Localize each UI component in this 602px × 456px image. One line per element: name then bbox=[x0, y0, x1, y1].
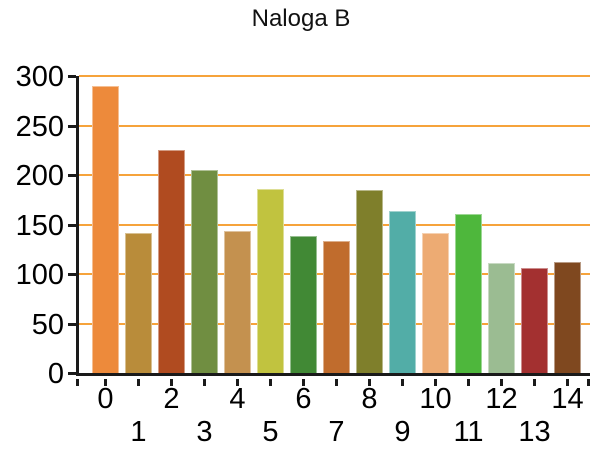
bar-slot-1 bbox=[122, 76, 155, 373]
bar-x1 bbox=[125, 233, 152, 373]
x-axis-label-5: 5 bbox=[262, 416, 279, 448]
x-axis-tick-2 bbox=[170, 379, 173, 386]
y-axis-tick-300 bbox=[68, 75, 76, 78]
y-axis-tick-250 bbox=[68, 124, 76, 128]
y-axis-label-200: 200 bbox=[15, 160, 64, 192]
x-axis-tick-11 bbox=[467, 379, 470, 386]
x-axis-label-9: 9 bbox=[394, 416, 411, 448]
bar-x11 bbox=[455, 213, 482, 373]
bar-slot-12 bbox=[485, 76, 518, 373]
bar-slot-9 bbox=[386, 76, 419, 373]
bar-x10 bbox=[422, 233, 449, 373]
x-axis-tick-8 bbox=[368, 379, 371, 386]
x-axis-tick-10 bbox=[434, 379, 437, 386]
x-axis-label-1: 1 bbox=[130, 416, 147, 448]
bar-series bbox=[79, 76, 590, 373]
bar-slot-2 bbox=[155, 76, 188, 373]
bar-x13 bbox=[521, 268, 548, 373]
x-axis-label-11: 11 bbox=[453, 416, 484, 448]
y-axis-label-250: 250 bbox=[15, 110, 64, 143]
x-axis-label-13: 13 bbox=[518, 416, 551, 448]
x-axis-end-tick bbox=[587, 379, 590, 386]
bar-x5 bbox=[257, 188, 284, 373]
y-axis-tick-200 bbox=[68, 174, 76, 177]
bar-slot-14 bbox=[551, 76, 584, 373]
bar-slot-3 bbox=[188, 76, 221, 373]
bar-slot-11 bbox=[452, 76, 485, 373]
x-axis-tick-3 bbox=[203, 379, 206, 386]
x-axis-tick-6 bbox=[302, 379, 305, 386]
x-axis-tick-0 bbox=[104, 379, 107, 386]
x-axis-label-3: 3 bbox=[196, 416, 213, 448]
plot-area bbox=[76, 75, 590, 376]
bar-slot-8 bbox=[353, 76, 386, 373]
chart-title: Naloga B bbox=[251, 5, 351, 32]
bar-slot-5 bbox=[254, 76, 287, 373]
bar-x2 bbox=[158, 150, 185, 373]
bar-x14 bbox=[554, 262, 581, 373]
y-axis-label-300: 300 bbox=[15, 61, 64, 93]
bar-slot-10 bbox=[419, 76, 452, 373]
y-axis-tick-100 bbox=[68, 273, 76, 276]
bar-x7 bbox=[323, 241, 350, 373]
x-axis-label-10: 10 bbox=[419, 383, 452, 415]
bar-x4 bbox=[224, 231, 251, 373]
bar-x9 bbox=[389, 210, 416, 373]
x-axis-tick-9 bbox=[401, 379, 404, 386]
x-axis-label-6: 6 bbox=[295, 383, 312, 415]
x-axis-label-7: 7 bbox=[328, 416, 345, 448]
x-axis-origin-tick bbox=[76, 379, 79, 386]
bar-slot-0 bbox=[89, 76, 122, 373]
x-axis-tick-14 bbox=[566, 379, 569, 386]
y-axis-label-50: 50 bbox=[31, 308, 64, 341]
x-axis-label-2: 2 bbox=[163, 383, 180, 415]
y-axis-label-100: 100 bbox=[15, 259, 64, 291]
bar-slot-6 bbox=[287, 76, 320, 373]
x-axis-tick-12 bbox=[500, 379, 503, 386]
bar-slot-4 bbox=[221, 76, 254, 373]
bar-x6 bbox=[290, 236, 317, 373]
x-axis-label-8: 8 bbox=[361, 383, 378, 415]
x-axis-tick-7 bbox=[335, 379, 338, 386]
bar-slot-13 bbox=[518, 76, 551, 373]
x-axis-tick-4 bbox=[236, 379, 239, 386]
bar-x8 bbox=[356, 189, 383, 373]
x-axis-tick-1 bbox=[137, 379, 140, 386]
y-axis-label-0: 0 bbox=[47, 358, 64, 390]
x-axis-label-12: 12 bbox=[485, 383, 518, 415]
y-axis-tick-150 bbox=[68, 223, 76, 227]
x-axis-label-0: 0 bbox=[97, 383, 114, 415]
bar-x3 bbox=[191, 170, 218, 373]
bar-x0 bbox=[92, 85, 119, 373]
x-axis-label-14: 14 bbox=[551, 383, 584, 415]
bar-slot-7 bbox=[320, 76, 353, 373]
x-axis-label-4: 4 bbox=[229, 383, 246, 415]
x-axis-tick-13 bbox=[533, 379, 536, 386]
y-axis-tick-0 bbox=[68, 372, 76, 375]
bar-x12 bbox=[488, 263, 515, 373]
y-axis-label-150: 150 bbox=[15, 209, 64, 242]
y-axis-tick-50 bbox=[68, 322, 76, 326]
x-axis-tick-5 bbox=[269, 379, 272, 386]
